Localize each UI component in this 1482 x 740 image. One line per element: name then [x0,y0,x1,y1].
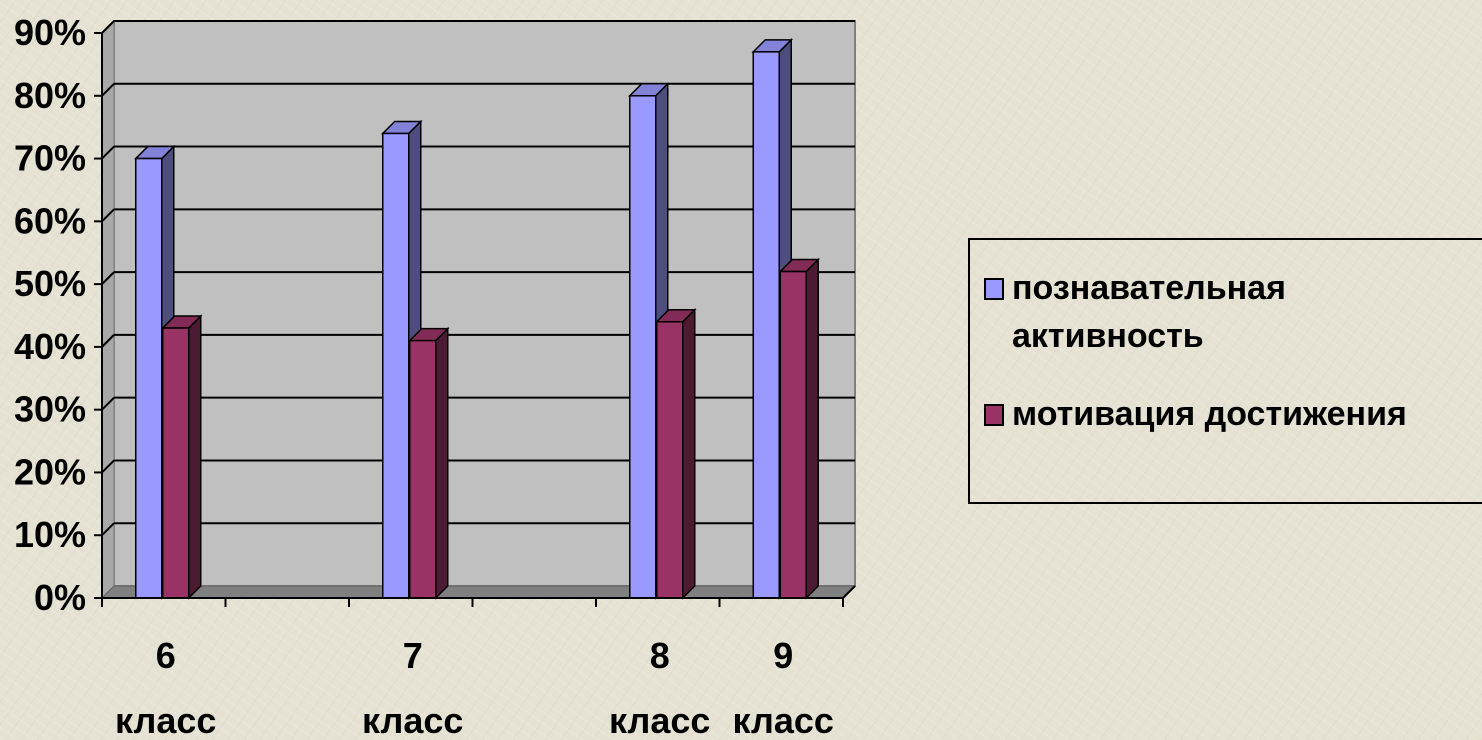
gridline-side [101,20,115,34]
legend-swatch-icon [984,404,1004,426]
y-tick-label: 50% [14,263,86,304]
gridline-side [101,271,115,285]
x-tick-label-word: класс [115,700,216,740]
legend-item-cognitive-activity: познавательная активность [984,264,1342,360]
plot-back-wall [113,20,856,587]
y-tick-label: 90% [14,12,86,53]
chart-back-wall [101,19,856,600]
x-tick-label-word: класс [733,700,834,740]
bar-achievement-motivation-8 [654,307,697,600]
x-tick-label-number: 9 [773,635,793,676]
legend-label: мотивация достижения [1012,395,1407,433]
y-tick-label: 80% [14,75,86,116]
gridline-side [101,522,115,536]
bars [133,38,821,600]
y-tick-label: 40% [14,326,86,367]
x-tick-label-word: класс [362,700,463,740]
legend-item-achievement-motivation: мотивация достижения [984,390,1407,438]
y-tick-label: 20% [14,451,86,492]
gridline-side [101,145,115,160]
x-tick-label-number: 7 [403,635,423,676]
gridlines [101,20,855,536]
chart-floor [100,585,857,599]
gridline-side [101,208,115,223]
y-tick-label: 60% [14,200,86,241]
bar-achievement-motivation-6 [160,314,203,600]
legend: познавательная активность мотивация дост… [968,238,1482,504]
plot-floor [100,585,857,599]
gridline-side [101,334,115,348]
y-tick-label: 70% [14,138,86,179]
y-tick-label: 30% [14,389,86,430]
bar-achievement-motivation-7 [407,326,450,600]
axes [94,32,856,607]
x-tick-label-number: 6 [156,635,176,676]
legend-swatch-icon [984,278,1004,300]
gridline-side [101,459,115,474]
y-tick-label: 10% [14,514,86,555]
gridline-side [101,83,115,97]
legend-label: познавательная активность [1012,269,1286,355]
y-axis-tick-labels: 0% 10% 20% 30% 40% 50% 60% 70% 80% 90% [14,12,86,618]
x-axis-end [842,585,856,599]
x-tick-label-number: 8 [650,635,670,676]
bar-achievement-motivation-9 [778,257,821,600]
x-axis-tick-labels: 6 класс 7 класс 8 класс 9 класс [115,635,834,740]
x-tick-label-word: класс [609,700,710,740]
gridline-side [101,396,115,411]
y-tick-label: 0% [34,577,86,618]
plot-side-wall [101,19,115,600]
